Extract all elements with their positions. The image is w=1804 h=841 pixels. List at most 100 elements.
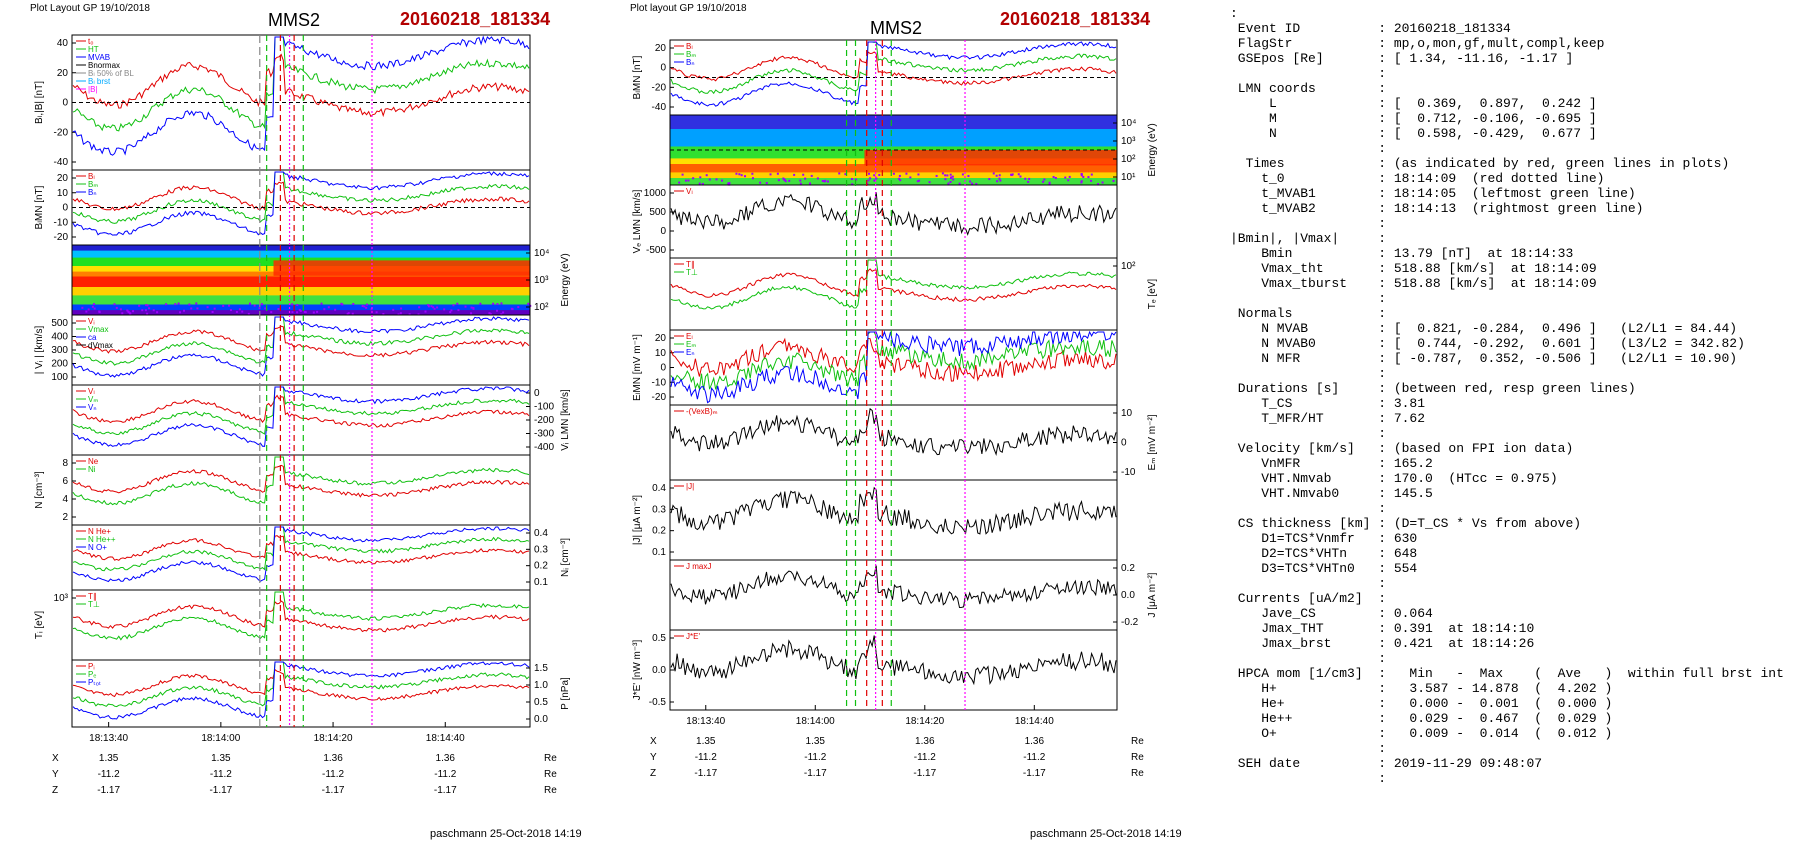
spectrogram-band: [670, 129, 1117, 147]
spectrogram-noise: [81, 306, 84, 309]
spectrogram-noise: [844, 173, 847, 176]
coord-value: 1.36: [436, 753, 456, 764]
data-trace: [72, 661, 530, 720]
x-tick-label: 18:14:00: [796, 716, 835, 727]
info-line: D1=TCS*Vnmfr : 630: [1230, 531, 1418, 546]
spectrogram-noise: [408, 313, 411, 316]
spectrogram-noise: [875, 177, 878, 180]
coord-value: -11.2: [914, 752, 936, 763]
spectrogram-noise: [838, 172, 841, 175]
y-tick-label: 10: [655, 348, 667, 359]
spectrogram-noise: [206, 306, 209, 309]
info-line: :: [1230, 651, 1387, 666]
coord-unit: Re: [544, 769, 557, 780]
spectrogram-noise: [1048, 181, 1051, 184]
y-tick-label: 300: [51, 345, 68, 356]
x-tick-label: 18:13:40: [686, 716, 725, 727]
y-tick-label: 1.0: [534, 680, 548, 691]
legend-label: Ni: [88, 465, 96, 474]
spectrogram-noise: [1067, 179, 1070, 182]
y-tick-label: 1000: [644, 188, 667, 199]
y-tick-label: 0.5: [534, 697, 548, 708]
legend-label: Eₗ: [686, 332, 693, 341]
spectrogram-noise: [946, 174, 949, 177]
y-tick-label: 10³: [54, 593, 69, 604]
y-tick-label: 0.4: [652, 483, 666, 494]
y-axis-label: J*E' [nW m⁻³]: [632, 640, 643, 701]
y-axis-label: N [cm⁻³]: [34, 471, 45, 509]
y-tick-label: 20: [655, 333, 667, 344]
spectrogram-noise: [457, 309, 460, 312]
spectrogram-noise: [85, 310, 88, 313]
spectrogram-noise: [782, 177, 785, 180]
spectrogram-band: [670, 172, 1117, 179]
y-axis-label: BₗMN [nT]: [34, 185, 45, 229]
middle-event-id: 20160218_181334: [1000, 9, 1151, 29]
legend-label: T⊥: [686, 268, 698, 277]
x-tick-label: 18:14:20: [905, 716, 944, 727]
spectrogram-noise: [698, 182, 701, 185]
spectrogram-noise: [1054, 177, 1057, 180]
panel-frame: [669, 257, 1118, 331]
y-tick-label: -0.5: [649, 697, 667, 708]
y-axis-label-right: Tₑ [eV]: [1147, 279, 1158, 310]
spectrogram-noise: [296, 304, 299, 307]
y-axis-label: |J| [μA m⁻²]: [632, 495, 643, 545]
spectrogram-noise: [788, 179, 791, 182]
info-line: VHT.Nmvab0 : 145.5: [1230, 486, 1433, 501]
spectrogram-noise: [988, 178, 991, 181]
spectrogram-noise: [433, 307, 436, 310]
y-axis-label: | Vᵢ | [km/s]: [34, 326, 45, 375]
spectrogram-noise: [735, 172, 738, 175]
spectrogram-noise: [270, 311, 273, 314]
legend-label: Bnormax: [88, 61, 120, 70]
legend-label: Eₘ: [686, 340, 696, 349]
spectrogram-noise: [918, 179, 921, 182]
coord-row-label: X: [650, 736, 657, 747]
coord-value: -1.17: [322, 785, 345, 796]
spectrogram-noise: [705, 174, 708, 177]
legend-label: Bₗ: [686, 42, 693, 51]
legend-label: MVAB: [88, 53, 110, 62]
coord-value: -11.2: [434, 769, 456, 780]
coord-value: -11.2: [804, 752, 826, 763]
panel-frame: [71, 659, 531, 728]
y-axis-label: Tᵢ [eV]: [34, 611, 45, 639]
spectrogram-noise: [264, 307, 267, 310]
spectrogram-noise: [174, 303, 177, 306]
spectrogram-noise: [424, 310, 427, 313]
spectrogram-noise: [190, 307, 193, 310]
data-trace: [670, 259, 1117, 310]
info-line: t_MVAB1 : 18:14:05 (leftmost green line): [1230, 186, 1636, 201]
y-axis-label-right: Energy (eV): [560, 253, 571, 306]
spectrogram-noise: [113, 303, 116, 306]
info-line: :: [1230, 426, 1387, 441]
spectrogram-noise: [152, 309, 155, 312]
y-axis-label-right: Eₘ [mV m⁻²]: [1147, 414, 1158, 470]
spectrogram-noise: [479, 302, 482, 305]
coord-value: -1.17: [694, 768, 717, 779]
spectrogram-noise: [821, 179, 824, 182]
spectrogram-noise: [375, 311, 378, 314]
spectrogram-noise: [969, 180, 972, 183]
spectrogram-noise: [751, 177, 754, 180]
info-line: :: [1230, 6, 1238, 21]
y-tick-label: 0.0: [652, 665, 666, 676]
spectrogram-noise: [873, 174, 876, 177]
spectrogram-noise: [228, 304, 231, 307]
y-tick-label: 0.2: [534, 561, 548, 572]
y-tick-label: -40: [652, 102, 667, 113]
data-trace: [670, 331, 1117, 391]
coord-row-label: Z: [52, 785, 58, 796]
coord-value: 1.35: [806, 736, 826, 747]
info-line: VHT.Nmvab : 170.0 (HTcc = 0.975): [1230, 471, 1558, 486]
spectrogram-noise: [456, 302, 459, 305]
info-line: Vmax_tht : 518.88 [km/s] at 18:14:09: [1230, 261, 1597, 276]
spectrogram-noise: [148, 307, 151, 310]
legend-label: Bₗ: [88, 172, 95, 181]
info-line: :: [1230, 141, 1387, 156]
info-line: N MFR : [ -0.787, 0.352, -0.506 ] (L2/L1…: [1230, 351, 1738, 366]
spectrogram-noise: [998, 177, 1001, 180]
spectrogram-noise: [334, 308, 337, 311]
spectrogram-noise: [397, 313, 400, 316]
